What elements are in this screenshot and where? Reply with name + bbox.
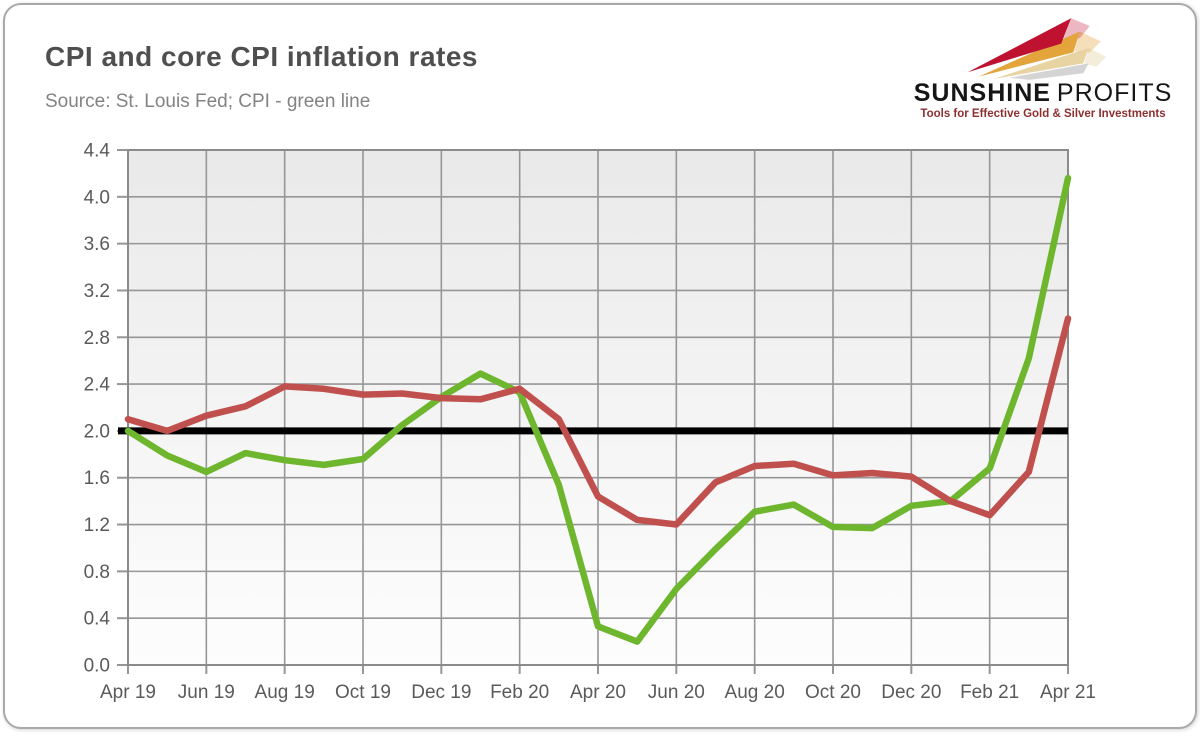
y-tick-label: 4.0 <box>84 187 110 208</box>
y-tick-label: 0.8 <box>84 562 110 583</box>
y-tick-label: 3.2 <box>84 281 110 302</box>
source-note: Source: St. Louis Fed; CPI - green line <box>45 91 371 112</box>
inflation-line-chart: 0.0 0.4 0.8 1.2 1.6 2.0 2.4 2.8 3.2 3.6 4.0 4.4 Apr … <box>84 141 1096 704</box>
x-tick-label: Aug 20 <box>725 682 785 703</box>
brand-name: SUNSHINE PROFITS <box>913 79 1173 108</box>
brand-tagline: Tools for Effective Gold & Silver Invest… <box>920 108 1166 120</box>
y-tick-label: 4.4 <box>84 141 111 162</box>
x-tick-label: Jun 20 <box>648 682 705 703</box>
x-tick-label: Oct 20 <box>805 682 861 703</box>
brand-secondary: PROFITS <box>1056 79 1173 107</box>
arrow-logo-icon <box>967 18 1107 80</box>
cpi-line <box>124 174 1072 645</box>
x-tick-label: Feb 21 <box>960 682 1019 703</box>
brand-primary: SUNSHINE <box>913 79 1051 107</box>
y-tick-label: 3.6 <box>84 234 110 255</box>
y-tick-label: 1.2 <box>84 515 110 536</box>
x-tick-label: Aug 19 <box>255 682 315 703</box>
x-tick-label: Apr 21 <box>1040 682 1096 703</box>
x-tick-label: Apr 19 <box>100 682 156 703</box>
y-tick-label: 0.0 <box>84 656 110 677</box>
x-tick-label: Feb 20 <box>490 682 549 703</box>
x-tick-label: Apr 20 <box>570 682 626 703</box>
core-cpi-line <box>124 315 1072 528</box>
x-tick-label: Dec 19 <box>411 682 471 703</box>
chart-card: CPI and core CPI inflation rates Source:… <box>3 3 1197 729</box>
plot-border <box>127 149 1069 666</box>
page-title: CPI and core CPI inflation rates <box>45 41 478 72</box>
y-tick-label: 0.4 <box>84 609 111 630</box>
x-tick-label: Dec 20 <box>881 682 941 703</box>
x-tick-label: Oct 19 <box>335 682 391 703</box>
y-tick-label: 1.6 <box>84 468 110 489</box>
y-tick-label: 2.0 <box>84 421 110 442</box>
y-tick-label: 2.8 <box>84 328 110 349</box>
sunshine-profits-logo: SUNSHINE PROFITS Tools for Effective Gold… <box>913 11 1173 129</box>
x-tick-label: Jun 19 <box>178 682 235 703</box>
y-tick-label: 2.4 <box>84 375 111 396</box>
